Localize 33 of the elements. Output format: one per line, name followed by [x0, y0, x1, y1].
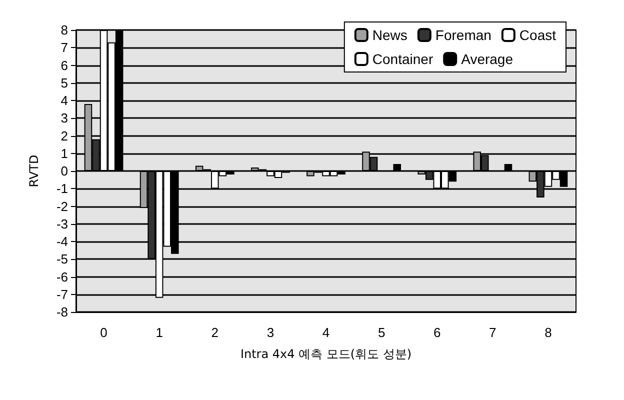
- y-axis-title: RVTD: [27, 154, 41, 188]
- y-tick-label: 4: [60, 93, 68, 108]
- y-tick-label: -4: [56, 234, 68, 249]
- x-tick-label: 4: [322, 325, 330, 340]
- legend-label: Container: [372, 51, 434, 67]
- legend-label: News: [372, 27, 408, 43]
- y-tick-label: -7: [56, 286, 68, 302]
- x-tick-label: 3: [266, 325, 274, 340]
- x-tick-label: 2: [211, 325, 219, 340]
- y-tick-label: -5: [56, 252, 68, 267]
- x-tick-label: 7: [489, 325, 496, 340]
- x-tick-label: 8: [544, 325, 552, 340]
- x-tick-label: 0: [100, 325, 108, 340]
- x-tick-label: 5: [378, 325, 386, 340]
- y-tick-label: -2: [56, 198, 68, 214]
- x-tick-label: 6: [433, 325, 441, 340]
- y-tick-label: -6: [56, 269, 68, 284]
- y-tick-label: 6: [60, 58, 68, 73]
- y-tick-label: 8: [60, 22, 68, 38]
- y-tick-label: 0: [60, 164, 68, 178]
- legend-label: Foreman: [435, 27, 492, 43]
- y-tick-label: 3: [60, 110, 68, 126]
- y-tick-label: 1: [60, 146, 68, 161]
- y-tick-label: 2: [60, 128, 68, 144]
- x-axis-title: Intra 4x4 예측 모드(휘도 성분): [240, 347, 412, 361]
- legend-label: Average: [461, 51, 514, 67]
- legend-label: Coast: [519, 27, 556, 43]
- y-tick-label: -1: [56, 181, 68, 196]
- y-tick-label: 5: [60, 75, 68, 90]
- x-tick-label: 1: [156, 325, 163, 340]
- y-tick-label: -8: [56, 304, 68, 320]
- y-tick-label: 7: [60, 40, 68, 56]
- y-tick-label: -3: [56, 216, 68, 232]
